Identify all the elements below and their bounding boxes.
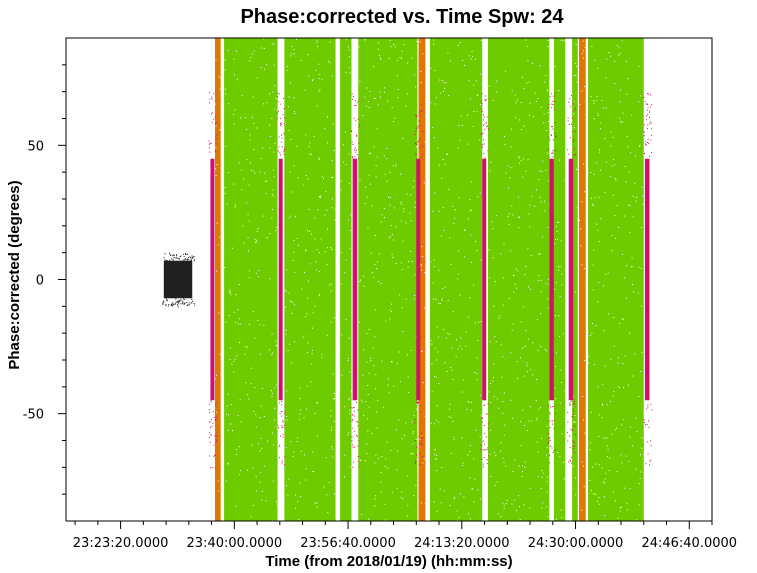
y-tick-label: 0 xyxy=(36,274,44,289)
x-tick-label: 23:23:20.0000 xyxy=(73,536,169,551)
scan-orange-2 xyxy=(418,38,427,521)
scan-magenta-8 xyxy=(642,93,653,466)
x-tick-label: 23:40:00.0000 xyxy=(187,536,283,551)
data-points xyxy=(162,38,653,522)
x-tick-label: 24:46:40.0000 xyxy=(641,536,737,551)
scan-green-9 xyxy=(588,38,645,521)
x-axis-ticks: 23:23:20.0000 23:40:00.0000 23:56:40.0000 2… xyxy=(73,521,737,551)
scan-green-5 xyxy=(429,38,483,522)
y-tick-label: 50 xyxy=(27,139,44,154)
scan-green-4 xyxy=(358,38,419,521)
scan-magenta-3 xyxy=(350,93,361,468)
scan-green-8 xyxy=(572,38,579,521)
y-tick-label: -50 xyxy=(23,408,44,423)
scan-magenta-6 xyxy=(547,92,557,464)
scan-green-2 xyxy=(284,38,336,521)
x-tick-label: 24:13:20.0000 xyxy=(414,536,510,551)
scan-magenta-7 xyxy=(566,94,577,464)
x-tick-label: 24:30:00.0000 xyxy=(528,536,624,551)
x-tick-label: 23:56:40.0000 xyxy=(300,536,396,551)
y-axis-label: Phase:corrected (degrees) xyxy=(6,180,23,369)
scan-green-3 xyxy=(340,38,353,521)
scan-magenta-5 xyxy=(480,93,490,468)
scan-orange-1 xyxy=(214,38,222,521)
scan-magenta-4 xyxy=(414,103,424,465)
y-axis-ticks: -50 0 50 xyxy=(23,64,66,495)
scan-orange-3 xyxy=(578,38,587,521)
x-axis-label: Time (from 2018/01/19) (hh:mm:ss) xyxy=(265,553,512,570)
scan-magenta-2 xyxy=(276,92,286,466)
scan-magenta-1 xyxy=(208,91,218,469)
scan-green-1 xyxy=(224,38,279,521)
scan-green-6 xyxy=(487,38,551,521)
chart-title: Phase:corrected vs. Time Spw: 24 xyxy=(240,6,564,28)
scan-black-1 xyxy=(162,252,196,308)
scan-green-7 xyxy=(553,38,566,521)
